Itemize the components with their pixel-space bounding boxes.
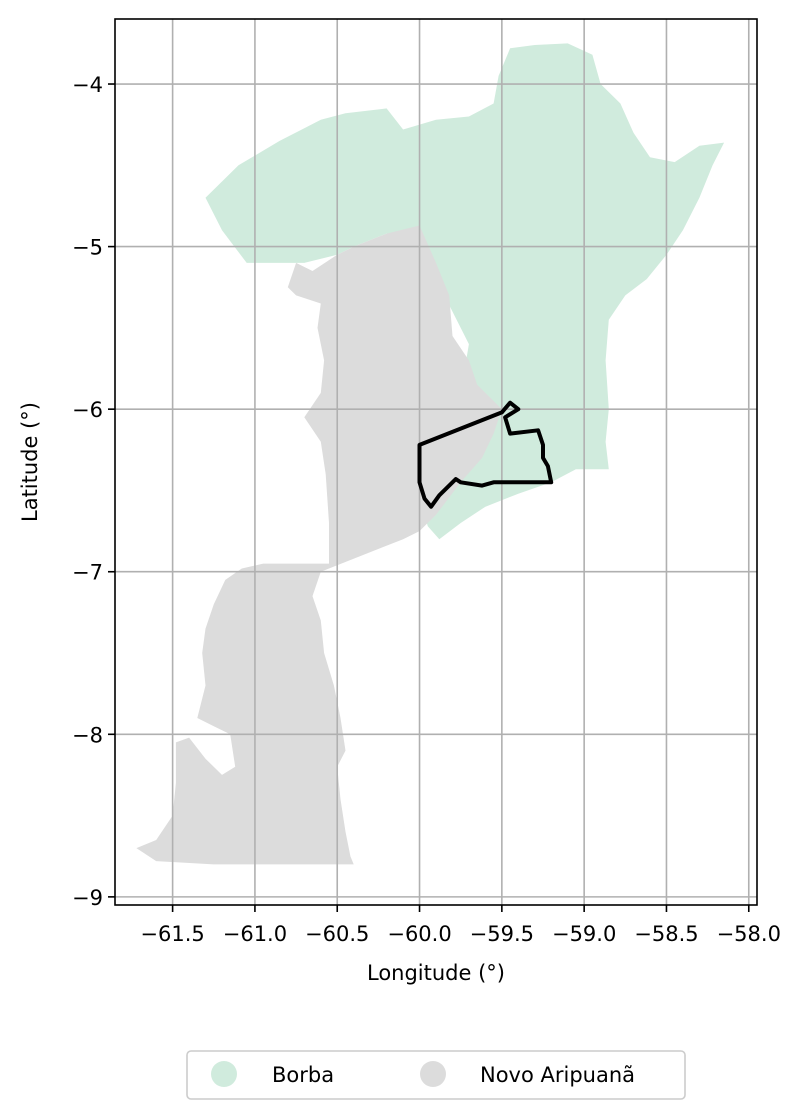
x-tick-label: −60.5 xyxy=(305,922,369,946)
y-axis-label: Latitude (°) xyxy=(18,402,42,522)
regions-layer xyxy=(136,43,725,865)
region-borba xyxy=(205,43,725,540)
plot-frame xyxy=(114,18,758,906)
legend-label: Borba xyxy=(272,1063,334,1087)
y-tick-label: −4 xyxy=(72,73,103,97)
y-tick-label: −7 xyxy=(72,561,103,585)
x-tick-label: −59.0 xyxy=(552,922,616,946)
y-axis-ticks: −4 −5 −6 −7 −8 −9 xyxy=(72,73,115,910)
y-tick-label: −8 xyxy=(72,723,103,747)
x-tick-label: −58.5 xyxy=(634,922,698,946)
y-tick-label: −6 xyxy=(72,398,103,422)
x-tick-label: −61.5 xyxy=(140,922,204,946)
region-novo-aripuana xyxy=(136,225,502,865)
grid-layer xyxy=(115,19,757,905)
legend-label: Novo Aripuanã xyxy=(480,1063,635,1087)
x-tick-label: −60.0 xyxy=(387,922,451,946)
x-tick-label: −59.5 xyxy=(470,922,534,946)
legend-swatch xyxy=(420,1061,446,1087)
area-outline xyxy=(417,400,554,509)
outline-layer xyxy=(417,400,554,509)
y-tick-label: −5 xyxy=(72,236,103,260)
legend-swatch xyxy=(211,1061,237,1087)
x-axis-ticks: −61.5 −61.0 −60.5 −60.0 −59.5 −59.0 −58.5 −58.0 xyxy=(140,905,781,946)
x-tick-label: −58.0 xyxy=(717,922,781,946)
x-axis-label: Longitude (°) xyxy=(367,961,505,985)
x-tick-label: −61.0 xyxy=(223,922,287,946)
legend: Borba Novo Aripuanã xyxy=(186,1050,686,1100)
y-tick-label: −9 xyxy=(72,886,103,910)
